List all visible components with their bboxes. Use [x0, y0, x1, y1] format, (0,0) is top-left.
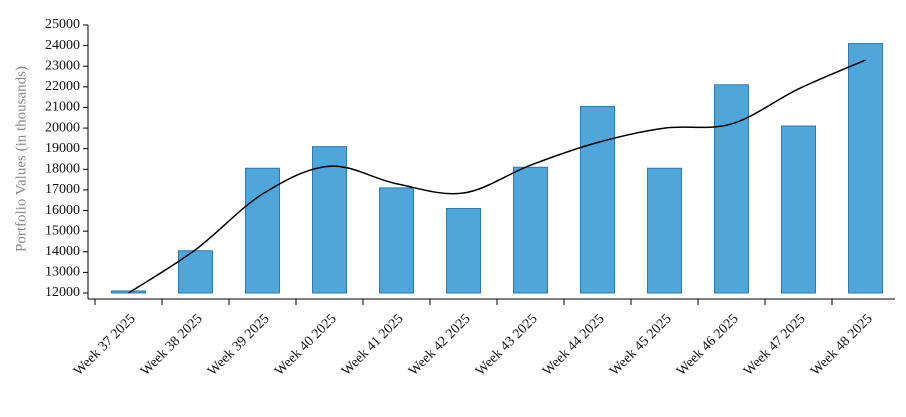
bar: [379, 187, 414, 294]
y-tick-label: 15000: [45, 223, 80, 238]
y-tick-label: 21000: [45, 100, 80, 115]
bar: [714, 84, 749, 294]
bar: [781, 125, 816, 294]
x-tick-label: Week 43 2025: [473, 311, 541, 379]
x-tick-label: Week 47 2025: [741, 311, 809, 379]
bar: [446, 207, 481, 294]
y-tick-label: 17000: [45, 182, 80, 197]
y-tick-label: 18000: [45, 162, 80, 177]
x-tick-label: Week 48 2025: [808, 311, 876, 379]
bar: [245, 167, 280, 294]
bar: [647, 167, 682, 294]
x-tick-label: Week 42 2025: [406, 311, 474, 379]
y-tick-label: 20000: [45, 120, 80, 135]
y-tick-label: 19000: [45, 141, 80, 156]
y-tick-label: 22000: [45, 79, 80, 94]
y-tick-label: 12000: [45, 285, 80, 300]
bar: [580, 105, 615, 294]
x-tick-label: Week 41 2025: [339, 311, 407, 379]
x-tick-label: Week 39 2025: [205, 311, 273, 379]
x-tick-label: Week 44 2025: [540, 311, 608, 379]
bar: [312, 146, 347, 294]
x-tick-label: Week 45 2025: [607, 311, 675, 379]
y-tick-label: 23000: [45, 58, 80, 73]
y-tick-label: 14000: [45, 244, 80, 259]
bar: [178, 250, 213, 294]
x-tick-label: Week 40 2025: [272, 311, 340, 379]
y-tick-label: 13000: [45, 265, 80, 280]
trend-line: [128, 59, 866, 294]
x-tick-label: Week 46 2025: [674, 311, 742, 379]
x-tick-label: Week 37 2025: [71, 311, 139, 379]
bar: [513, 166, 548, 294]
bar: [848, 43, 883, 294]
y-tick-label: 16000: [45, 203, 80, 218]
y-tick-label: 25000: [45, 17, 80, 32]
y-axis-title: Portfolio Values (in thousands): [13, 66, 29, 252]
y-tick-label: 24000: [45, 38, 80, 53]
x-tick-label: Week 38 2025: [138, 311, 206, 379]
